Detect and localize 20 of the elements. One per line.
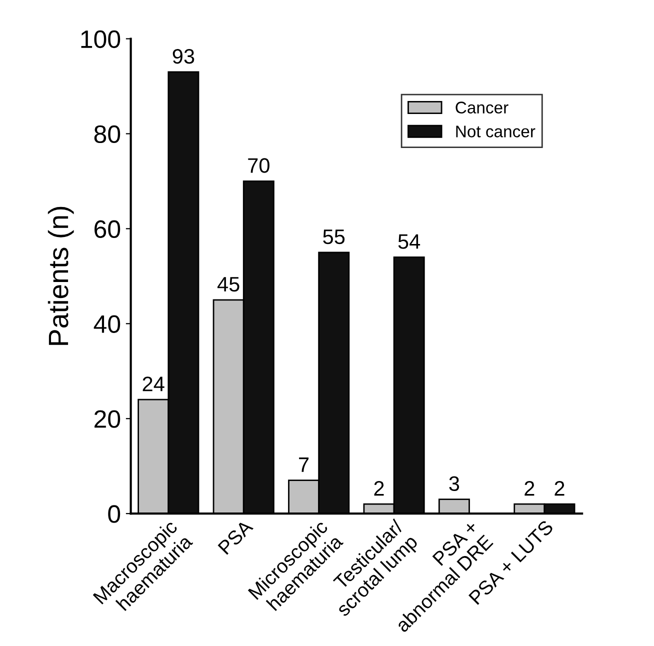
y-tick-label: 100	[81, 30, 120, 48]
y-tick-label: 0	[108, 505, 120, 523]
y-tick-label: 40	[94, 315, 120, 333]
data-label: 70	[248, 158, 270, 173]
data-label: 93	[172, 48, 194, 64]
legend-label: Cancer	[456, 102, 508, 114]
legend-label: Not cancer	[456, 126, 536, 138]
data-label: 54	[398, 234, 420, 249]
data-label: 7	[299, 458, 309, 472]
data-label: 24	[142, 376, 164, 392]
data-label: 55	[323, 230, 345, 244]
y-tick-label: 80	[94, 125, 120, 144]
data-label: 2	[374, 481, 384, 496]
y-tick-label: 20	[94, 410, 120, 428]
data-label: 45	[217, 277, 240, 292]
y-tick-label: 60	[94, 220, 120, 238]
y-axis-title: Patients (n)	[48, 206, 74, 345]
data-label: 3	[449, 476, 460, 492]
data-label: 2	[524, 481, 534, 496]
data-label: 2	[554, 481, 564, 496]
